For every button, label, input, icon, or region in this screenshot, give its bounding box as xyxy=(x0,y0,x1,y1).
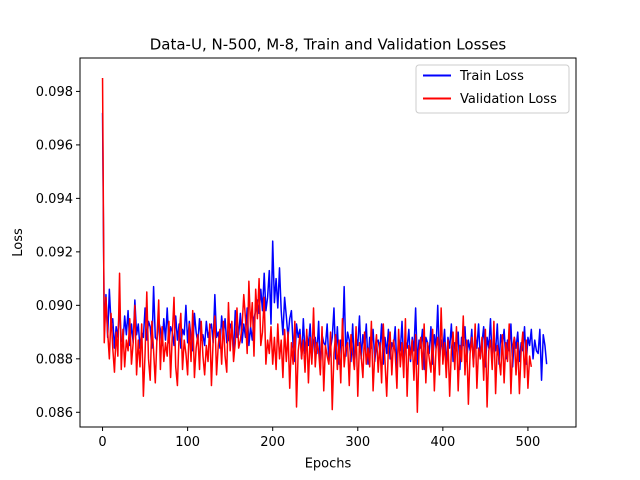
x-tick-label: 200 xyxy=(260,435,285,450)
y-axis-label: Loss xyxy=(11,228,26,257)
legend-label-validation: Validation Loss xyxy=(460,92,557,107)
x-tick-label: 100 xyxy=(175,435,200,450)
axis-ticks: 0 100 200 300 400 500 0.086 0.088 0.090 0.092 0.09… xyxy=(36,85,541,450)
y-tick-label: 0.088 xyxy=(36,352,73,367)
x-tick-label: 300 xyxy=(345,435,370,450)
y-tick-label: 0.094 xyxy=(36,192,73,207)
x-tick-label: 500 xyxy=(516,435,541,450)
y-tick-label: 0.098 xyxy=(36,85,73,100)
legend: Train Loss Validation Loss xyxy=(415,64,570,114)
y-tick-label: 0.090 xyxy=(36,299,73,314)
chart-title: Data-U, N-500, M-8, Train and Validation… xyxy=(150,36,507,54)
legend-box xyxy=(415,64,570,114)
legend-label-train: Train Loss xyxy=(459,69,524,84)
x-tick-label: 400 xyxy=(430,435,455,450)
validation-loss-line xyxy=(101,78,533,414)
x-axis-label: Epochs xyxy=(305,457,352,472)
y-tick-label: 0.092 xyxy=(36,245,73,260)
plot-frame xyxy=(79,57,577,428)
series-lines xyxy=(101,78,548,414)
y-tick-label: 0.086 xyxy=(36,406,73,421)
x-tick-label: 0 xyxy=(98,435,106,450)
y-tick-label: 0.096 xyxy=(36,138,73,153)
